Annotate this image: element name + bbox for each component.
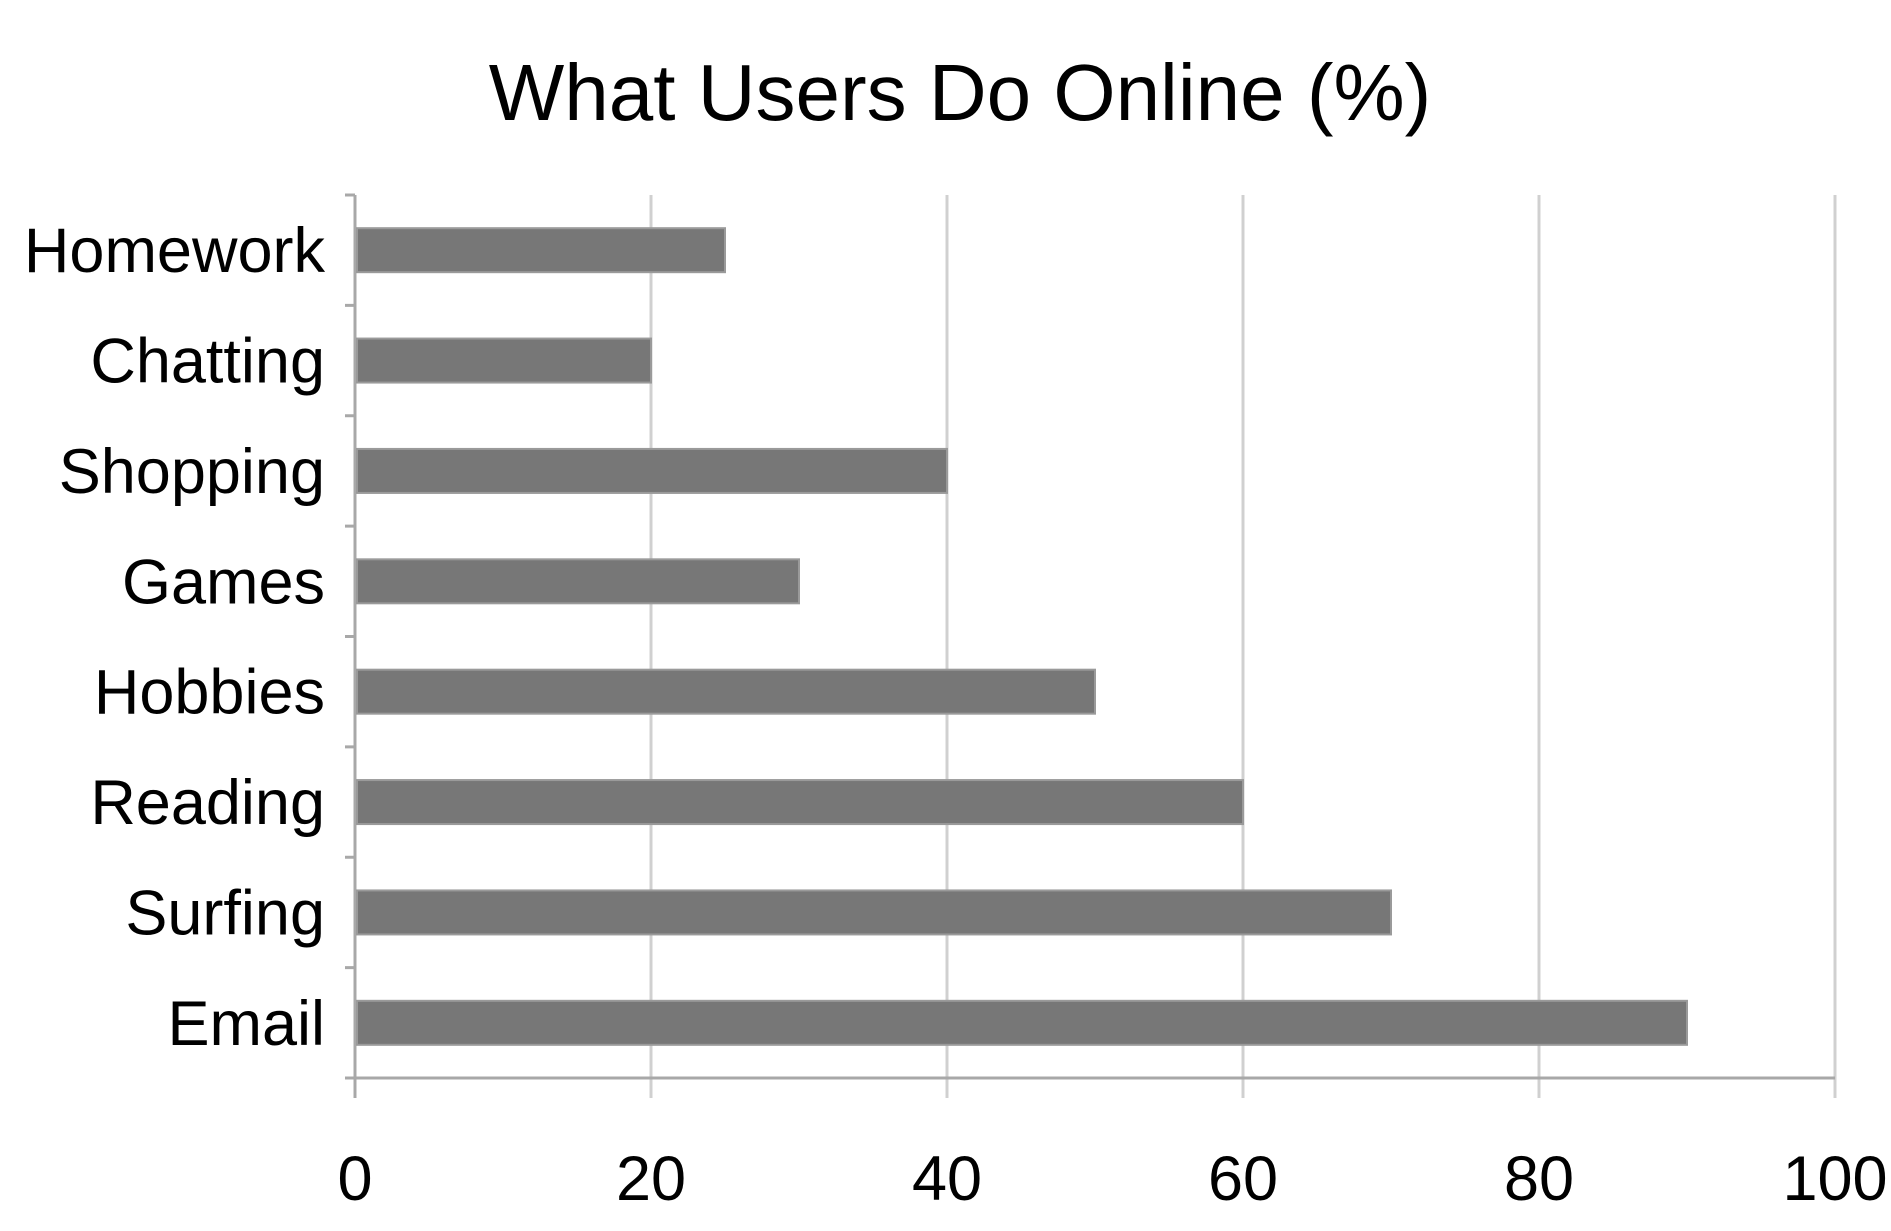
category-label: Chatting [90, 327, 325, 397]
category-label: Homework [24, 216, 326, 286]
x-tick-label: 0 [337, 1144, 372, 1214]
category-label: Surfing [125, 878, 325, 948]
x-tick-labels: 0 20 40 60 80 100 [337, 1144, 1887, 1214]
bar-reading [356, 779, 1244, 826]
bar-games [356, 558, 800, 605]
category-label: Hobbies [94, 658, 325, 728]
category-label: Games [122, 547, 325, 617]
category-label: Shopping [59, 437, 325, 507]
bar-hobbies [356, 668, 1096, 715]
axes [345, 193, 1835, 1098]
x-tick-label: 60 [1208, 1144, 1278, 1214]
x-tick-label: 80 [1504, 1144, 1574, 1214]
bar-shopping [356, 447, 948, 494]
category-label: Email [167, 989, 325, 1059]
category-label: Reading [90, 768, 325, 838]
bar-chatting [356, 337, 652, 384]
bar-surfing [356, 889, 1392, 936]
bars [356, 227, 1688, 1046]
x-tick-label: 20 [616, 1144, 686, 1214]
bar-email [356, 999, 1688, 1046]
chart-title: What Users Do Online (%) [489, 48, 1431, 137]
x-tick-label: 100 [1782, 1144, 1887, 1214]
category-labels: Homework Chatting Shopping Games Hobbies Read… [24, 216, 326, 1059]
bar-homework [356, 227, 726, 274]
grid-lines [649, 195, 1837, 1098]
x-tick-label: 40 [912, 1144, 982, 1214]
